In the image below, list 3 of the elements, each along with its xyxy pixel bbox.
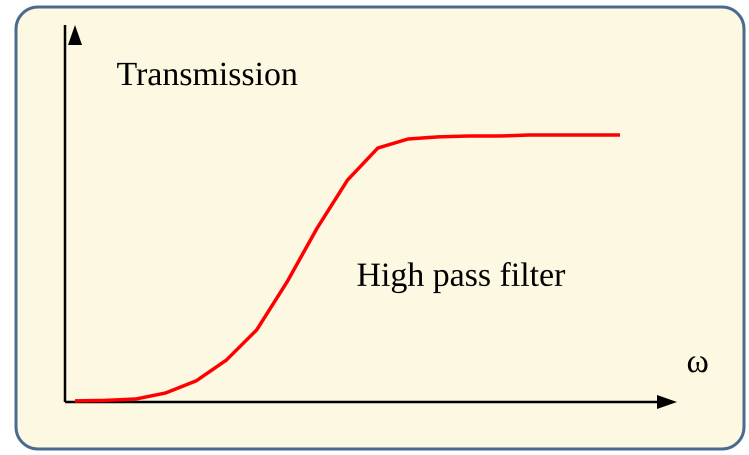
y-axis-title: Transmission bbox=[117, 62, 298, 86]
annotation: High pass filter bbox=[357, 262, 566, 294]
x-axis-title: ω bbox=[688, 356, 708, 372]
